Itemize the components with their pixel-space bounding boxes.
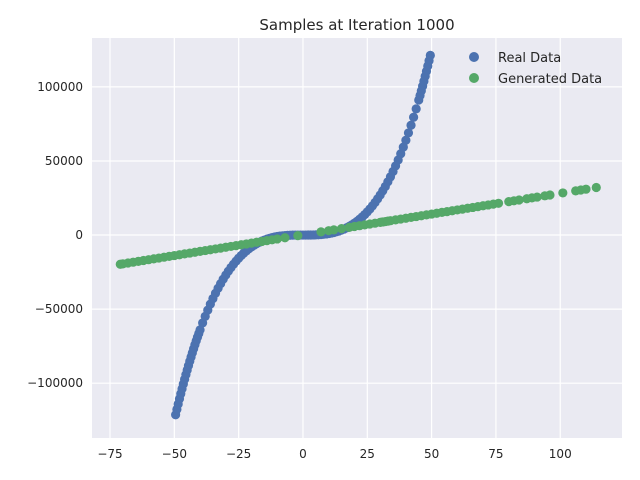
real-data-point [398, 142, 408, 152]
generated-data-point [336, 223, 347, 234]
y-tick-label: −50000 [35, 302, 83, 316]
plot-background [92, 38, 622, 438]
y-tick-label: 0 [75, 228, 83, 242]
generated-data-point [293, 231, 303, 241]
x-tick-label: 25 [360, 447, 375, 461]
series-generated-data [115, 182, 601, 269]
y-tick-label: −100000 [27, 376, 83, 390]
y-axis-ticks: −100000 −50000 0 50000 100000 [27, 80, 83, 390]
x-tick-label: −75 [97, 447, 122, 461]
legend-marker-generated-data [469, 73, 479, 83]
chart-title: Samples at Iteration 1000 [259, 16, 454, 34]
legend-label-real-data: Real Data [498, 51, 561, 66]
real-data-point [401, 135, 411, 145]
y-tick-label: 50000 [45, 154, 83, 168]
legend-label-generated-data: Generated Data [498, 72, 602, 87]
real-data-point [195, 325, 205, 335]
generated-data-point [558, 188, 568, 198]
generated-data-point [272, 234, 282, 244]
generated-data-point [514, 195, 524, 205]
generated-data-point [316, 227, 326, 237]
x-tick-label: 0 [299, 447, 307, 461]
real-data-point [411, 104, 421, 114]
real-data-point [406, 120, 416, 130]
x-tick-label: −25 [226, 447, 251, 461]
grid-lines [92, 38, 622, 438]
real-data-point [425, 50, 435, 60]
real-data-point [409, 112, 419, 122]
generated-data-point [545, 190, 555, 200]
generated-data-point [591, 182, 601, 193]
x-tick-label: −50 [162, 447, 187, 461]
x-tick-label: 50 [424, 447, 439, 461]
generated-data-point [493, 198, 504, 208]
generated-data-point [329, 225, 339, 235]
generated-data-point [532, 192, 542, 202]
legend-marker-real-data [469, 52, 479, 62]
real-data-point [403, 128, 414, 138]
x-axis-ticks: −75 −50 −25 0 25 50 75 100 [97, 447, 571, 461]
legend: Real Data Generated Data [469, 51, 602, 87]
y-tick-label: 100000 [37, 80, 83, 94]
x-tick-label: 75 [488, 447, 503, 461]
generated-data-point [581, 184, 591, 194]
generated-data-point [280, 233, 290, 243]
x-tick-label: 100 [549, 447, 572, 461]
